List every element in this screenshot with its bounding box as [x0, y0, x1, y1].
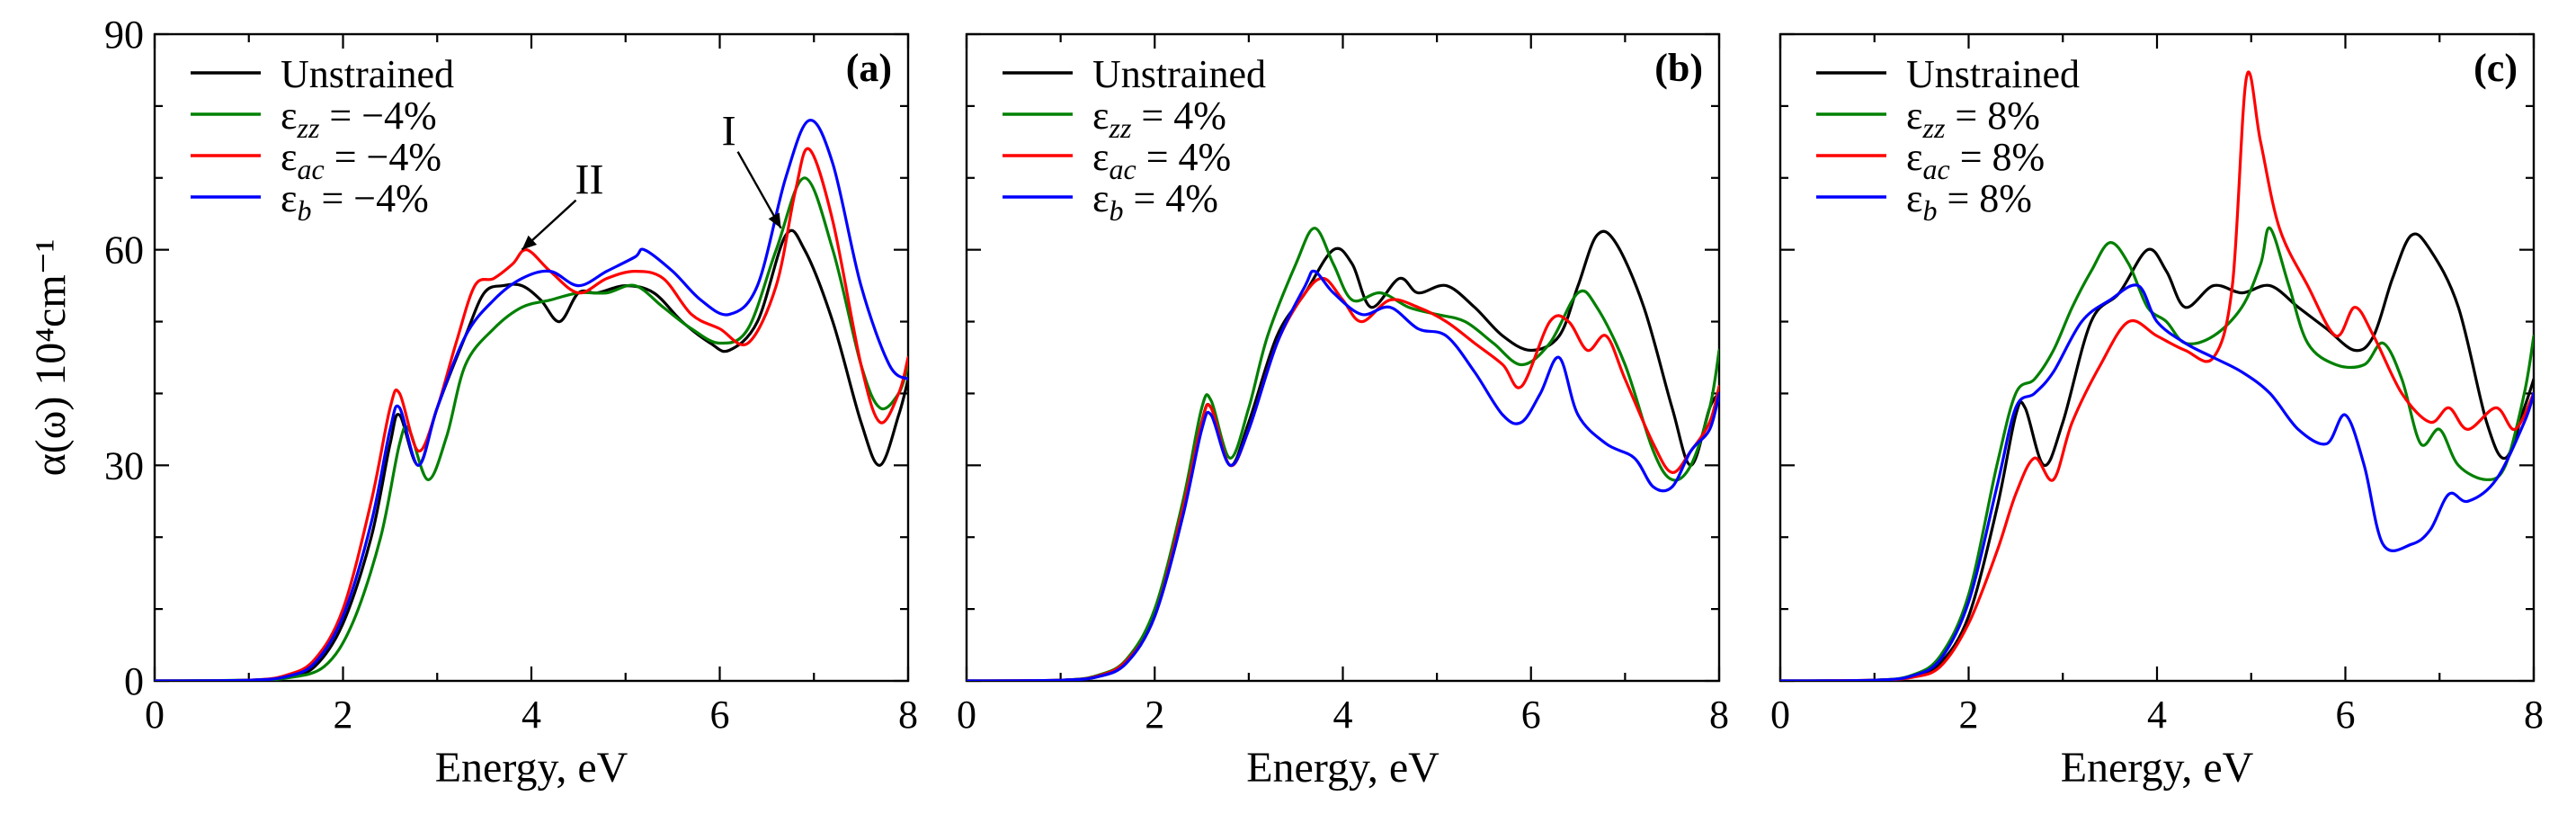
annotation-arrow [736, 151, 782, 229]
series-line-1 [967, 227, 1719, 681]
x-tick-label: 2 [1959, 693, 1979, 737]
x-tick-label: 2 [334, 693, 353, 737]
x-tick-label: 6 [2336, 693, 2356, 737]
legend-entry: Unstrained [1092, 52, 1266, 96]
x-axis-label: Energy, eV [1246, 744, 1440, 792]
x-tick-label: 8 [898, 693, 918, 737]
legend-entry: εb = −4% [281, 176, 429, 227]
x-tick-label: 6 [1521, 693, 1541, 737]
legend-entry: εzz = 4% [1092, 94, 1226, 144]
series-line-1 [1780, 227, 2534, 681]
axes-frame [153, 32, 910, 683]
annotation-label: I [722, 108, 736, 156]
x-axis-label: Energy, eV [435, 744, 628, 792]
series-line-1 [155, 176, 908, 681]
series-line-3 [967, 269, 1719, 681]
x-tick-label: 4 [521, 693, 541, 737]
y-axis-label: α(ω) 10⁴cm⁻¹ [27, 239, 75, 477]
axes-frame [1778, 32, 2536, 683]
annotation-arrowhead [768, 212, 781, 228]
legend-entry: εac = 4% [1092, 135, 1231, 185]
legend-entry: εzz = 8% [1906, 94, 2040, 144]
x-tick-label: 4 [2147, 693, 2167, 737]
legend-entry: Unstrained [1906, 52, 2080, 96]
series-line-0 [1780, 232, 2534, 681]
y-tick-label: 60 [104, 228, 144, 273]
x-tick-label: 0 [1770, 693, 1790, 737]
legend-entry: εac = 8% [1906, 135, 2045, 185]
x-tick-label: 0 [957, 693, 976, 737]
series-line-2 [967, 276, 1719, 681]
y-tick-label: 30 [104, 443, 144, 488]
panel-label: (b) [1654, 46, 1703, 90]
panel-a: 0 2 4 6 8 0 30 60 90 Energy, eV α(ω) 10⁴cm⁻¹ Unstra… [27, 13, 918, 792]
legend-entry: εb = 4% [1092, 176, 1218, 227]
y-tick-label: 90 [104, 13, 144, 57]
series-line-0 [155, 228, 908, 681]
legend-entry: Unstrained [281, 52, 454, 96]
panel-label: (a) [846, 46, 892, 90]
x-axis-label: Energy, eV [2061, 744, 2254, 792]
legend-entry: εb = 8% [1906, 176, 2032, 227]
x-tick-label: 8 [2524, 693, 2544, 737]
x-tick-label: 2 [1145, 693, 1164, 737]
legend-entry: εac = −4% [281, 135, 441, 185]
legend-entry: εzz = −4% [281, 94, 437, 144]
annotation-label: II [575, 157, 604, 204]
series-line-3 [1780, 283, 2534, 681]
series-line-2 [1780, 70, 2534, 681]
panel-label: (c) [2473, 46, 2518, 90]
annotation-arrowhead [521, 235, 538, 250]
x-tick-label: 6 [710, 693, 730, 737]
series-line-3 [155, 119, 908, 681]
x-tick-label: 4 [1333, 693, 1353, 737]
axes-frame [965, 32, 1721, 683]
series-line-2 [155, 147, 908, 681]
y-tick-label: 0 [124, 659, 144, 703]
x-tick-label: 8 [1709, 693, 1729, 737]
x-tick-label: 0 [145, 693, 165, 737]
